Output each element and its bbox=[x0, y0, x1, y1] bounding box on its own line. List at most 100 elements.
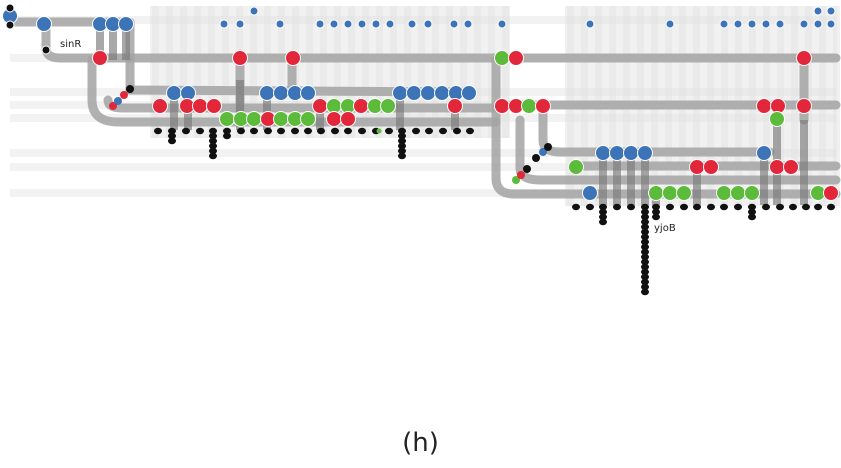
grid-row bbox=[10, 149, 836, 157]
node-dot bbox=[494, 98, 510, 114]
connector-bead bbox=[126, 85, 134, 93]
pin bbox=[439, 127, 447, 135]
pin bbox=[641, 258, 649, 266]
small-blue-dot bbox=[449, 19, 459, 29]
pin bbox=[196, 127, 204, 135]
connector-bead bbox=[544, 143, 552, 151]
small-blue-dot bbox=[235, 19, 245, 29]
pin bbox=[652, 203, 660, 211]
node-dot bbox=[118, 16, 134, 32]
node-dot bbox=[300, 111, 316, 127]
pin bbox=[304, 127, 312, 135]
pin-stacks bbox=[154, 127, 835, 296]
connector-bead bbox=[512, 176, 520, 184]
pin bbox=[762, 203, 770, 211]
pin bbox=[586, 203, 594, 211]
pin bbox=[344, 127, 352, 135]
node-dot bbox=[783, 159, 799, 175]
grid-column bbox=[194, 6, 201, 138]
small-blue-dot bbox=[826, 19, 836, 29]
small-blue-dot bbox=[733, 19, 743, 29]
pin bbox=[223, 132, 231, 140]
grid-column bbox=[502, 6, 509, 138]
pin bbox=[250, 127, 258, 135]
grid-column bbox=[334, 6, 341, 138]
pin bbox=[776, 203, 784, 211]
node-dot bbox=[756, 98, 772, 114]
pin bbox=[376, 128, 382, 134]
node-dot bbox=[823, 185, 839, 201]
node-dot bbox=[623, 145, 639, 161]
node-dot bbox=[595, 145, 611, 161]
figure-caption: (h) bbox=[402, 428, 439, 458]
pin bbox=[154, 127, 162, 135]
connector-bead bbox=[539, 148, 547, 156]
node-dot bbox=[796, 50, 812, 66]
pin bbox=[209, 152, 217, 160]
node-dot bbox=[192, 98, 208, 114]
grid-row bbox=[10, 189, 836, 197]
node-dot bbox=[568, 159, 584, 175]
pin bbox=[398, 142, 406, 150]
pin bbox=[209, 147, 217, 155]
small-blue-dot bbox=[423, 19, 433, 29]
pin bbox=[641, 203, 649, 211]
pin bbox=[748, 213, 756, 221]
pin bbox=[613, 203, 621, 211]
node-dot bbox=[312, 98, 328, 114]
grid-column bbox=[278, 6, 285, 138]
pin bbox=[425, 127, 433, 135]
pin bbox=[641, 288, 649, 296]
pin bbox=[652, 208, 660, 216]
node-dot bbox=[420, 85, 436, 101]
small-blue-dot bbox=[813, 6, 823, 16]
node-dot bbox=[353, 98, 369, 114]
grid-column bbox=[152, 6, 159, 138]
node-dot bbox=[662, 185, 678, 201]
node-dot bbox=[521, 98, 537, 114]
node-dot bbox=[769, 111, 785, 127]
small-blue-dot bbox=[497, 19, 507, 29]
pin bbox=[641, 218, 649, 226]
pin bbox=[693, 203, 701, 211]
node-dot bbox=[461, 85, 477, 101]
pin bbox=[182, 127, 190, 135]
pin bbox=[641, 228, 649, 236]
pin bbox=[599, 208, 607, 216]
pin bbox=[827, 203, 835, 211]
small-blue-dot bbox=[329, 19, 339, 29]
pin bbox=[358, 127, 366, 135]
grid-column bbox=[166, 6, 173, 138]
grid-column bbox=[390, 6, 397, 138]
small-blue-dot bbox=[219, 19, 229, 29]
node-dot bbox=[434, 85, 450, 101]
pin bbox=[652, 213, 660, 221]
small-blue-dot bbox=[826, 6, 836, 16]
node-dot bbox=[273, 85, 289, 101]
small-black-dot bbox=[5, 3, 15, 13]
node-dot bbox=[380, 98, 396, 114]
gene-label-sinr: sinR bbox=[60, 39, 81, 50]
pin bbox=[748, 203, 756, 211]
small-blue-dot bbox=[357, 19, 367, 29]
node-dot bbox=[36, 16, 52, 32]
node-dot bbox=[326, 111, 342, 127]
small-black-dot bbox=[41, 45, 51, 55]
node-dots bbox=[2, 3, 839, 201]
small-blue-dot bbox=[371, 19, 381, 29]
small-blue-dot bbox=[813, 19, 823, 29]
node-dot bbox=[406, 85, 422, 101]
small-blue-dot bbox=[799, 19, 809, 29]
node-dot bbox=[219, 111, 235, 127]
small-blue-dot bbox=[719, 19, 729, 29]
pin bbox=[707, 203, 715, 211]
pin bbox=[385, 127, 393, 135]
pin bbox=[627, 203, 635, 211]
pin bbox=[398, 147, 406, 155]
node-dot bbox=[648, 185, 664, 201]
node-dot bbox=[494, 50, 510, 66]
pin bbox=[209, 137, 217, 145]
small-blue-dot bbox=[275, 19, 285, 29]
node-dot bbox=[609, 145, 625, 161]
pin bbox=[168, 132, 176, 140]
